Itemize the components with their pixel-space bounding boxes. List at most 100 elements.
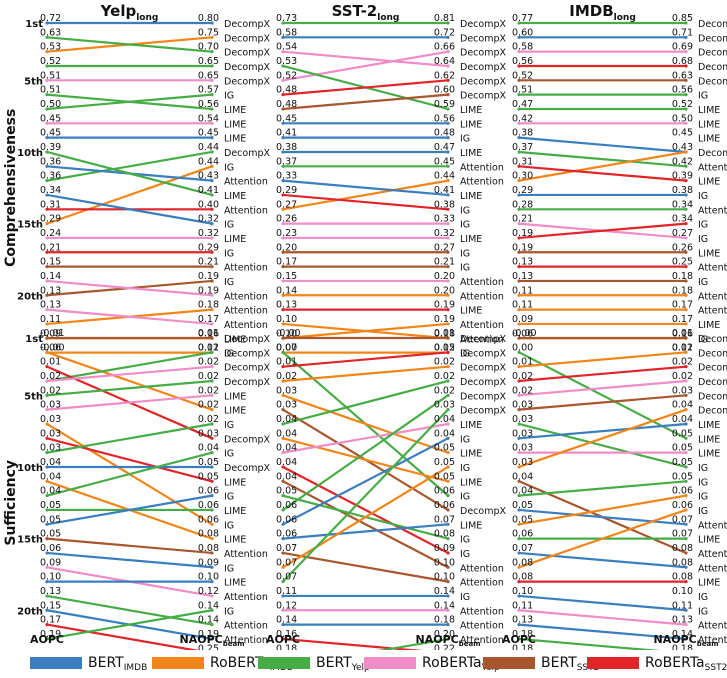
slope-line <box>45 351 214 383</box>
method-label: DecompX <box>698 391 727 402</box>
naopc-value-label: 0.29 <box>198 242 219 253</box>
slope-point-right <box>446 64 450 68</box>
slope-point-right <box>210 580 214 584</box>
slope-line <box>281 50 450 82</box>
aopc-value-label: 0.54 <box>276 42 297 53</box>
slope-point-left <box>517 522 521 526</box>
method-label: LIME <box>460 420 482 431</box>
aopc-value-label: 0.07 <box>276 557 297 568</box>
slope-point-left <box>45 565 49 569</box>
slope-point-right <box>684 279 688 283</box>
slope-point-left <box>281 594 285 598</box>
slope-point-left <box>517 78 521 82</box>
slope-point-left <box>45 35 49 39</box>
naopc-value-label: 0.09 <box>434 543 455 554</box>
slope-point-right <box>210 78 214 82</box>
aopc-value-label: 0.05 <box>40 529 61 540</box>
method-label: IG <box>698 463 708 474</box>
naopc-value-label: 0.16 <box>198 328 219 339</box>
slope-point-left <box>281 623 285 627</box>
slope-point-left <box>281 580 285 584</box>
aopc-value-label: 0.13 <box>512 271 533 282</box>
slope-point-left <box>45 50 49 54</box>
naopc-value-label: 0.27 <box>434 242 455 253</box>
slope-point-right <box>446 494 450 498</box>
slope-point-right <box>684 21 688 25</box>
slope-point-left <box>281 279 285 283</box>
aopc-value-label: 0.02 <box>512 371 533 382</box>
rank-label: 15th <box>17 220 43 231</box>
slope-point-left <box>45 494 49 498</box>
slope-point-left <box>45 93 49 97</box>
method-label: DecompX <box>460 48 506 59</box>
method-label: DecompX <box>698 377 727 388</box>
slope-point-left <box>45 537 49 541</box>
slope-point-right <box>446 279 450 283</box>
naopc-value-label: 0.07 <box>672 514 693 525</box>
method-label: DecompX <box>224 48 270 59</box>
slope-line <box>45 394 214 411</box>
naopc-value-label: 0.07 <box>672 529 693 540</box>
slope-point-right <box>210 551 214 555</box>
aopc-value-label: 0.03 <box>512 457 533 468</box>
naopc-value-label: 0.04 <box>198 443 219 454</box>
naopc-value-label: 0.50 <box>672 113 693 124</box>
naopc-value-label: 0.01 <box>672 342 693 353</box>
naopc-value-label: 0.32 <box>198 214 219 225</box>
method-label: IG <box>698 477 708 488</box>
legend-swatch <box>483 657 535 669</box>
aopc-value-label: 0.04 <box>276 471 297 482</box>
slope-line <box>517 637 661 650</box>
axis-dot: . <box>447 371 450 380</box>
naopc-value-label: 0.05 <box>198 457 219 468</box>
slope-line <box>281 79 450 96</box>
aopc-value-label: 0.41 <box>276 128 297 139</box>
slope-line <box>281 394 450 512</box>
slope-point-right <box>210 193 214 197</box>
naopc-value-label: 0.13 <box>672 615 693 626</box>
naopc-value-label: 0.18 <box>198 300 219 311</box>
slope-point-right <box>684 164 688 168</box>
slope-line <box>517 165 688 182</box>
slope-point-left <box>281 265 285 269</box>
aopc-value-label: 0.03 <box>40 400 61 411</box>
method-label: Attention <box>698 306 727 317</box>
method-label: Attention <box>460 320 504 331</box>
slope-point-right <box>684 436 688 440</box>
method-label: DecompX <box>224 434 270 445</box>
naopc-value-label: 0.15 <box>434 343 455 354</box>
slope-point-left <box>45 350 49 354</box>
aopc-value-label: 0.08 <box>512 572 533 583</box>
naopc-value-label: 0.34 <box>672 214 693 225</box>
slope-point-left <box>281 408 285 412</box>
aopc-value-label: 0.12 <box>276 600 297 611</box>
slope-point-left <box>45 551 49 555</box>
naopc-value-label: 0.02 <box>672 357 693 368</box>
slope-point-left <box>281 637 285 641</box>
naopc-value-label: 0.02 <box>434 371 455 382</box>
method-label: DecompX <box>460 406 506 417</box>
slope-point-left <box>517 637 521 641</box>
aopc-value-label: 0.77 <box>512 13 533 24</box>
method-label: DecompX <box>224 363 270 374</box>
slope-point-left <box>45 465 49 469</box>
aopc-value-label: 0.02 <box>40 385 61 396</box>
naopc-value-label: 0.39 <box>672 171 693 182</box>
method-label: LIME <box>698 578 720 589</box>
slope-line <box>281 50 450 68</box>
slope-point-left <box>281 422 285 426</box>
naopc-value-label: 0.25 <box>198 643 219 650</box>
method-label: IG <box>224 349 234 360</box>
slope-point-right <box>446 379 450 383</box>
slope-point-left <box>45 293 49 297</box>
slope-point-left <box>45 422 49 426</box>
naopc-value-label: 0.05 <box>434 443 455 454</box>
panel: -0.01 -0.00 0.01 0.02 0.02 0.03 0.03 0.03 0.03 0.… <box>40 328 270 650</box>
slope-point-right <box>210 336 214 340</box>
aopc-value-label: 0.10 <box>512 586 533 597</box>
slope-point-left <box>281 508 285 512</box>
slope-point-left <box>45 21 49 25</box>
aopc-value-label: 0.09 <box>512 314 533 325</box>
slope-point-left <box>517 508 521 512</box>
slope-point-right <box>446 78 450 82</box>
